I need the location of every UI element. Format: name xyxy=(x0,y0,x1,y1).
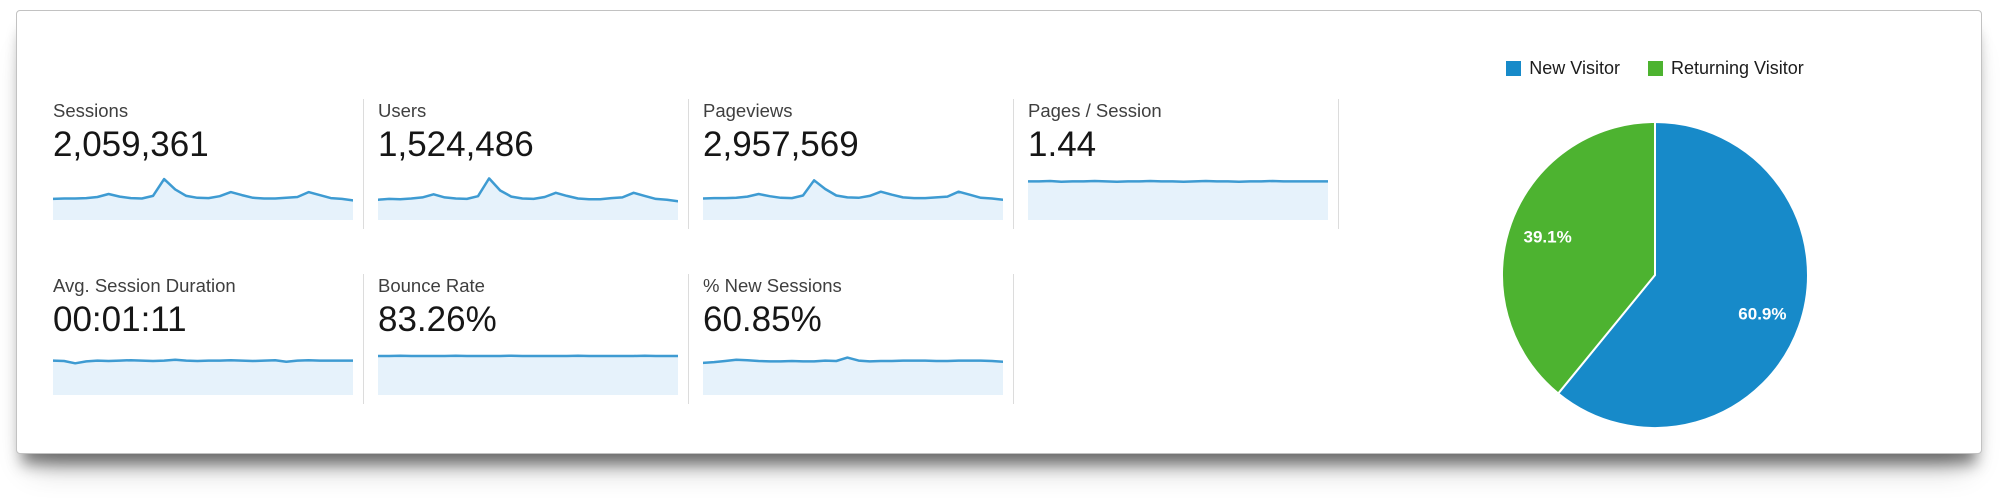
metrics-row-2: Avg. Session Duration 00:01:11 Bounce Ra… xyxy=(51,274,1353,404)
legend-item-returning-visitor[interactable]: Returning Visitor xyxy=(1647,57,1804,79)
metric-value: 1.44 xyxy=(1028,125,1097,164)
metric-value: 83.26% xyxy=(378,300,497,339)
metric-value: 00:01:11 xyxy=(53,300,187,339)
pie-slice-returning-visitor[interactable] xyxy=(1501,120,1656,395)
chart-legend: New Visitor Returning Visitor xyxy=(1506,57,1804,79)
metric-label: Sessions xyxy=(53,100,129,121)
metric-card-percent-new-sessions[interactable]: % New Sessions 60.85% xyxy=(701,274,1014,404)
legend-swatch-returning-visitor xyxy=(1647,60,1663,76)
pie-slice-new-visitor[interactable] xyxy=(1556,120,1809,429)
metric-label: Pages / Session xyxy=(1028,100,1162,121)
legend-item-new-visitor[interactable]: New Visitor xyxy=(1506,58,1620,79)
pie-slice-label: 60.9% xyxy=(1738,304,1786,323)
metric-card-pages-per-session[interactable]: Pages / Session 1.44 xyxy=(1026,99,1339,229)
metric-value: 2,957,569 xyxy=(703,125,859,164)
sparkline-chart xyxy=(376,349,680,395)
metric-value: 1,524,486 xyxy=(378,125,534,164)
metric-card-pageviews[interactable]: Pageviews 2,957,569 xyxy=(701,99,1014,229)
metric-card-bounce-rate[interactable]: Bounce Rate 83.26% xyxy=(376,274,689,404)
sparkline-chart xyxy=(701,174,1005,220)
metric-value: 2,059,361 xyxy=(53,125,209,164)
pie-slice-label: 39.1% xyxy=(1523,228,1571,247)
metric-label: Avg. Session Duration xyxy=(53,275,236,296)
sparkline-chart xyxy=(701,349,1005,395)
sparkline-chart xyxy=(1026,174,1330,220)
metric-value: 60.85% xyxy=(703,300,822,339)
metric-card-avg-session-duration[interactable]: Avg. Session Duration 00:01:11 xyxy=(51,274,364,404)
visitor-type-section: New Visitor Returning Visitor 60.9% 39.1% xyxy=(1469,57,1841,435)
metric-card-users[interactable]: Users 1,524,486 xyxy=(376,99,689,229)
metrics-grid: Sessions 2,059,361 Users 1,524,486 Pagev… xyxy=(51,99,1353,404)
metric-label: % New Sessions xyxy=(703,275,842,296)
sparkline-chart xyxy=(376,174,680,220)
metric-label: Users xyxy=(378,100,427,121)
analytics-overview-panel: Sessions 2,059,361 Users 1,524,486 Pagev… xyxy=(16,10,1982,454)
metric-card-sessions[interactable]: Sessions 2,059,361 xyxy=(51,99,364,229)
sparkline-chart xyxy=(51,349,355,395)
metrics-row-1: Sessions 2,059,361 Users 1,524,486 Pagev… xyxy=(51,99,1353,229)
legend-swatch-new-visitor xyxy=(1506,60,1522,76)
metric-label: Bounce Rate xyxy=(378,275,485,296)
metric-label: Pageviews xyxy=(703,100,793,121)
visitor-pie-chart: 60.9% 39.1% xyxy=(1495,115,1815,435)
sparkline-chart xyxy=(51,174,355,220)
legend-label: New Visitor xyxy=(1529,57,1620,78)
legend-label: Returning Visitor xyxy=(1670,57,1804,78)
